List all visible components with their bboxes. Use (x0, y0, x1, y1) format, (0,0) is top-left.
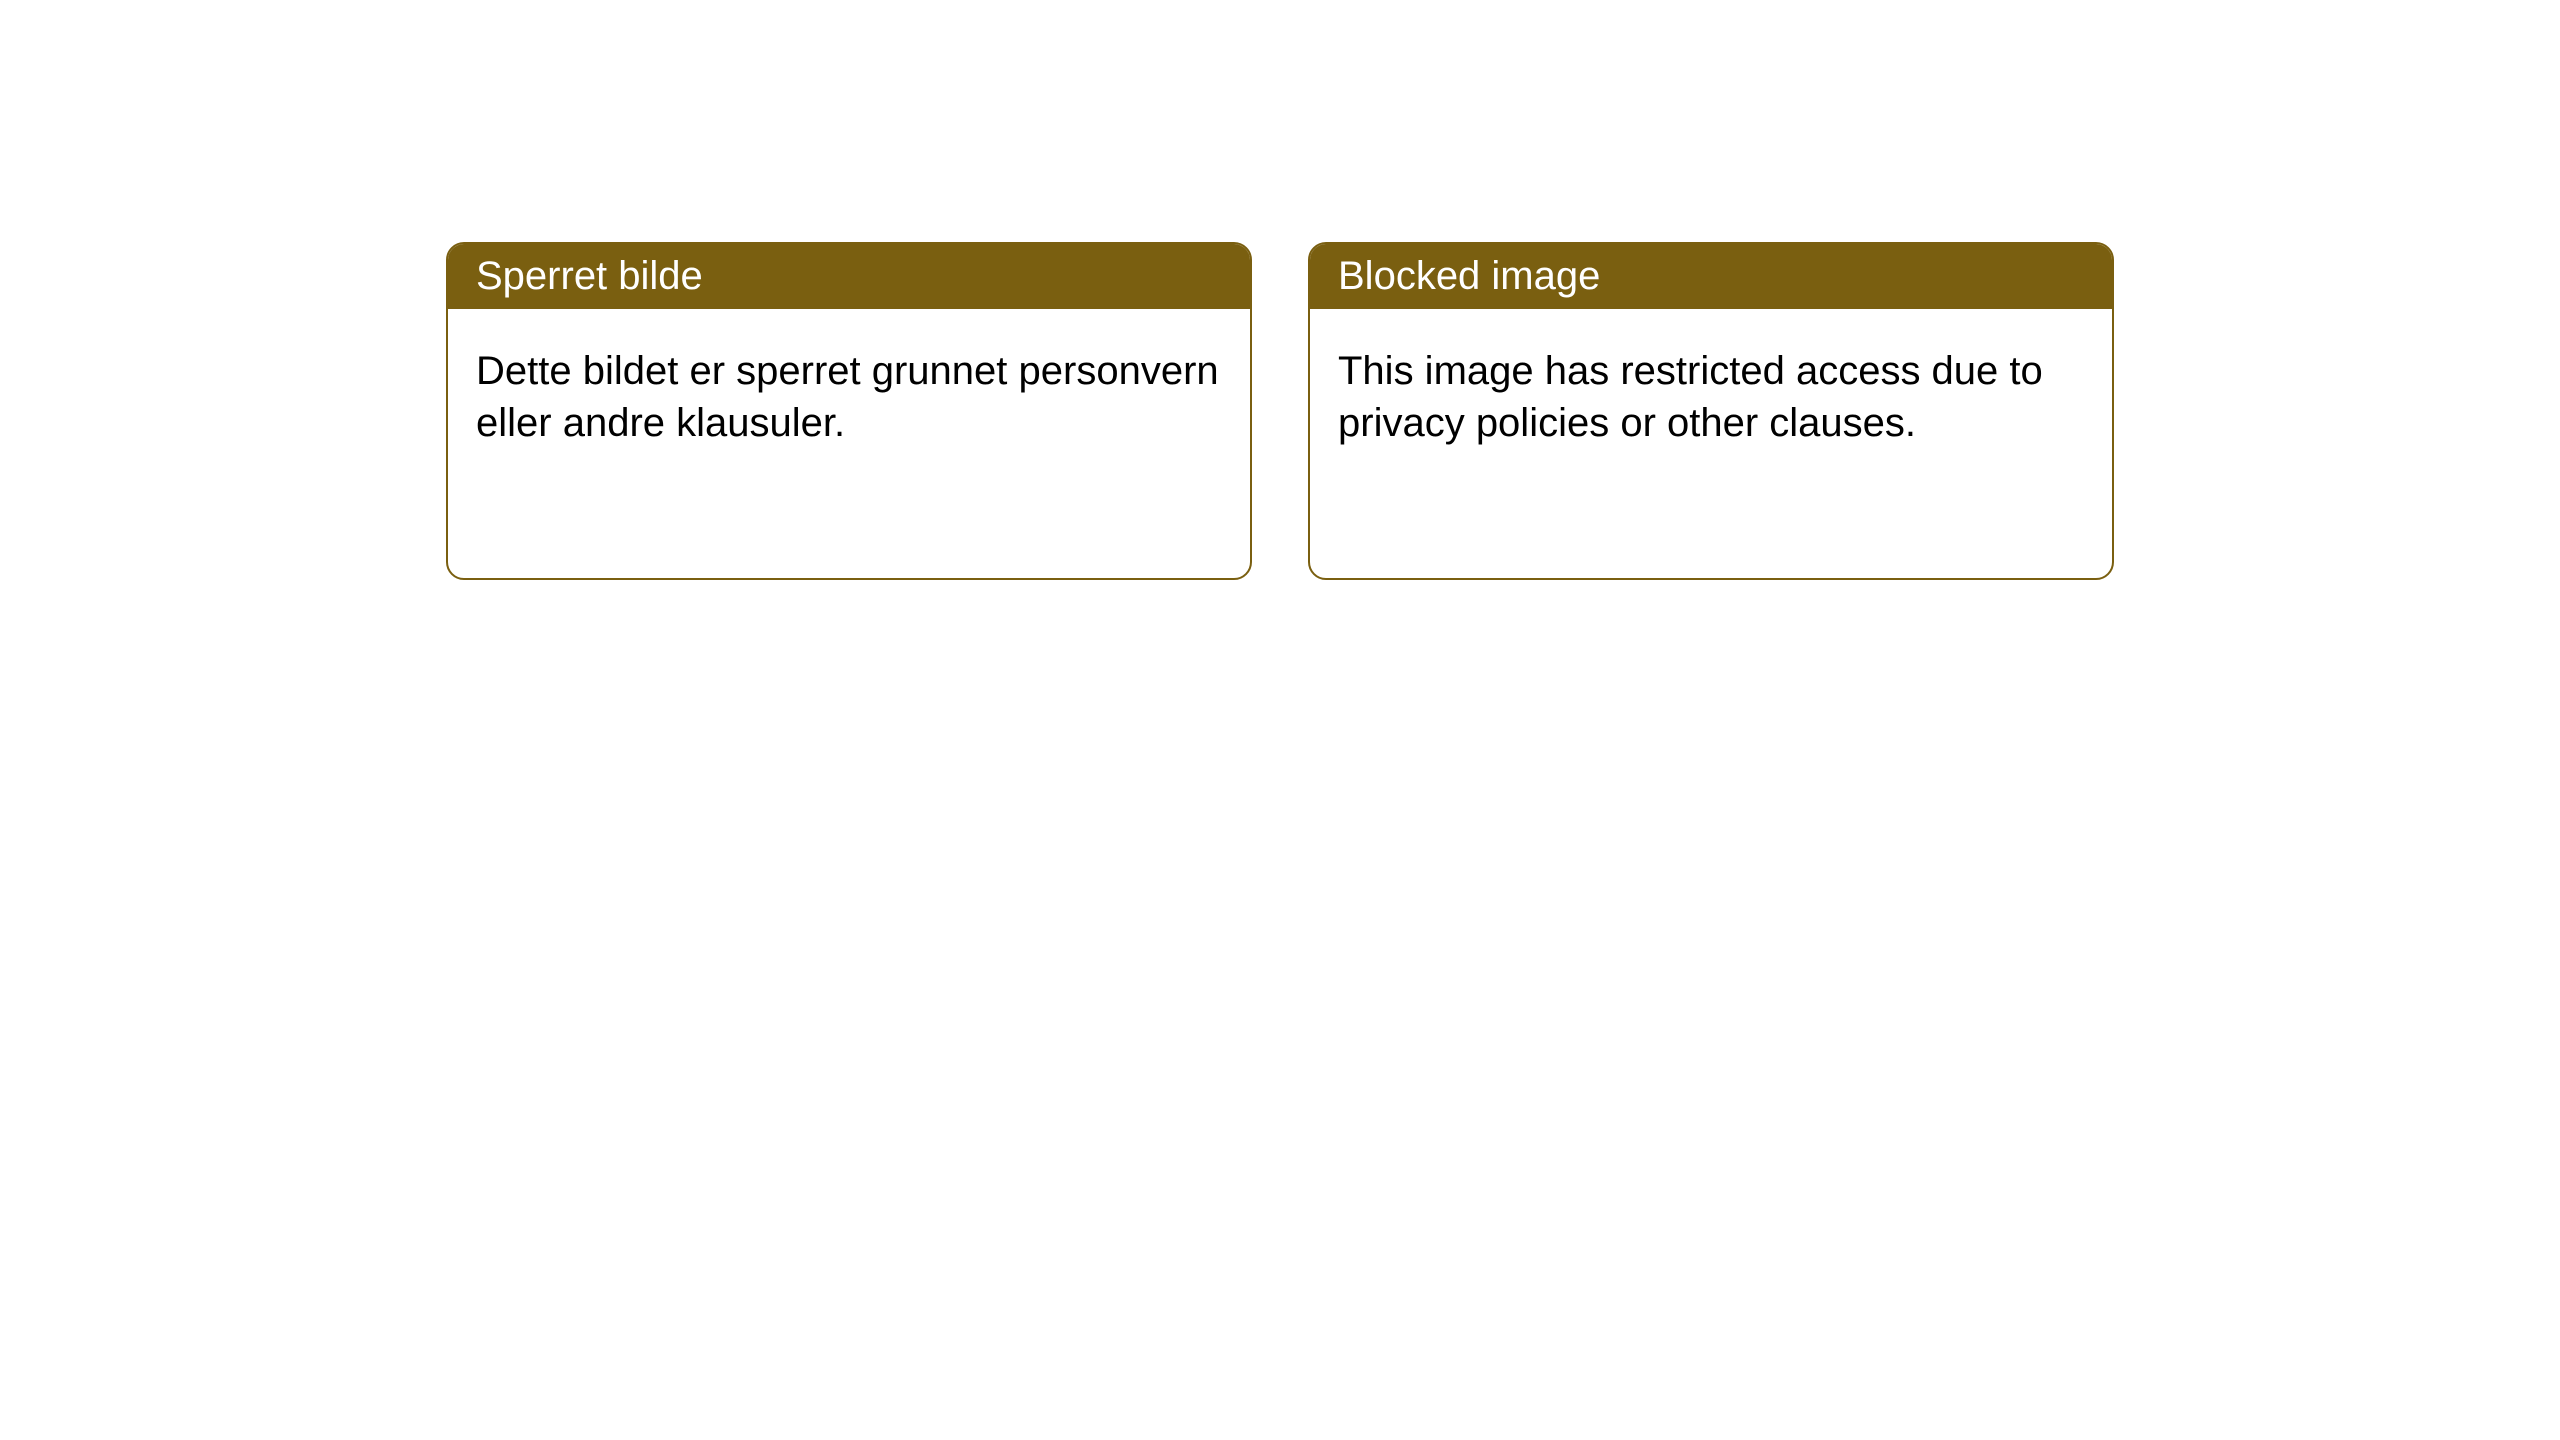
notice-body: Dette bildet er sperret grunnet personve… (448, 309, 1250, 485)
notice-body: This image has restricted access due to … (1310, 309, 2112, 485)
notice-card-english: Blocked image This image has restricted … (1308, 242, 2114, 580)
notice-card-norwegian: Sperret bilde Dette bildet er sperret gr… (446, 242, 1252, 580)
notice-header: Blocked image (1310, 244, 2112, 309)
notice-container: Sperret bilde Dette bildet er sperret gr… (0, 0, 2560, 580)
notice-header: Sperret bilde (448, 244, 1250, 309)
